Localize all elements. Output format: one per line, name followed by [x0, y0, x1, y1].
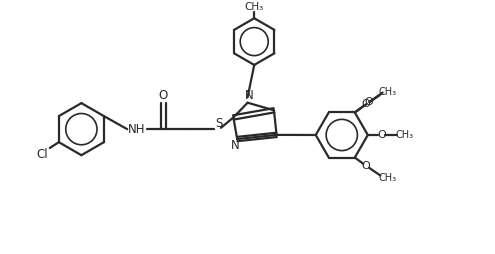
Text: O: O: [365, 97, 373, 107]
Text: N: N: [245, 89, 254, 102]
Text: O: O: [158, 89, 168, 102]
Text: S: S: [215, 117, 223, 130]
Text: CH₃: CH₃: [396, 130, 414, 140]
Text: CH₃: CH₃: [245, 2, 264, 12]
Text: O: O: [362, 161, 370, 171]
Text: CH₃: CH₃: [379, 173, 396, 183]
Text: NH: NH: [128, 123, 146, 136]
Text: O: O: [362, 99, 370, 109]
Text: O: O: [377, 130, 386, 140]
Text: CH₃: CH₃: [379, 87, 396, 97]
Text: Cl: Cl: [37, 148, 49, 161]
Text: N: N: [231, 139, 240, 152]
